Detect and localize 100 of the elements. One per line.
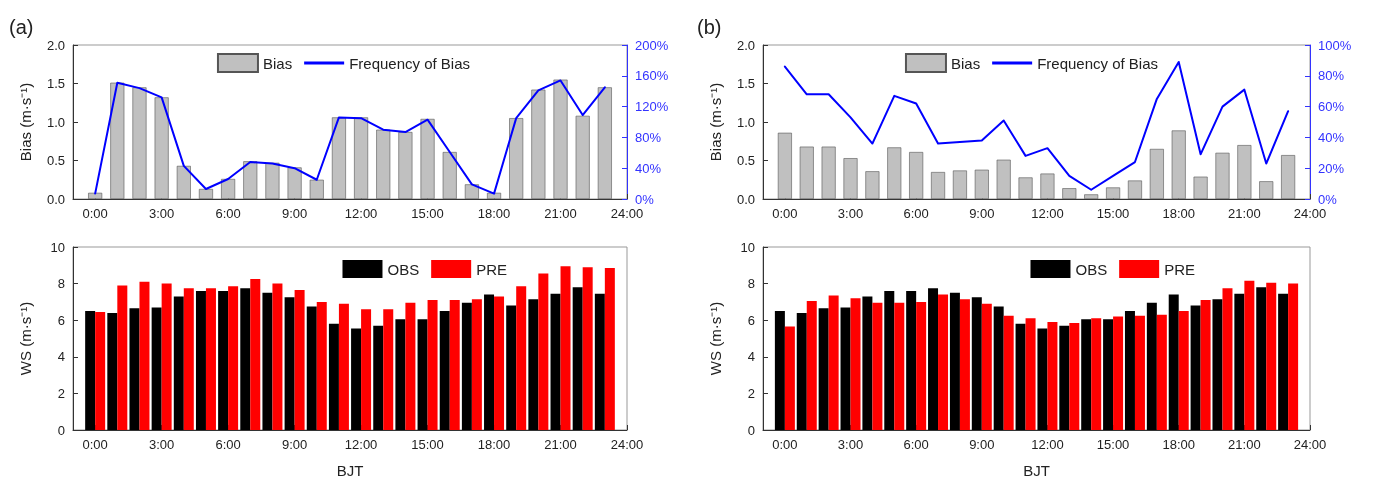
- bar: [494, 296, 505, 430]
- y-tick-label: 0.5: [736, 153, 755, 168]
- bar: [151, 307, 162, 430]
- bar: [129, 308, 140, 430]
- bar: [865, 171, 880, 199]
- bar: [887, 147, 902, 199]
- bar: [1134, 315, 1145, 430]
- bar: [240, 288, 251, 430]
- bar: [284, 297, 295, 430]
- y-tick-label: 1.5: [736, 76, 755, 91]
- y-tick-label: 10: [50, 239, 65, 255]
- y2-tick-label: 40%: [635, 160, 662, 176]
- legend-label: Bias: [262, 54, 293, 72]
- line-series: [94, 79, 606, 195]
- bar: [405, 302, 416, 430]
- x-tick-label: 6:00: [215, 437, 241, 452]
- bar: [572, 287, 583, 430]
- y2-tick-label: 80%: [635, 129, 662, 145]
- x-tick-label: 0:00: [772, 206, 798, 221]
- bar: [996, 159, 1011, 199]
- bar: [205, 288, 216, 430]
- bar: [894, 302, 905, 430]
- legend-label: PRE: [476, 260, 507, 278]
- bar: [594, 293, 605, 430]
- y2-tick-label: 40%: [1318, 129, 1345, 145]
- x-tick-label: 12:00: [344, 437, 378, 452]
- x-axis-title: BJT: [336, 462, 364, 479]
- bar: [550, 293, 561, 430]
- bar: [1084, 194, 1099, 199]
- x-tick-label: 6:00: [903, 206, 929, 221]
- y2-tick-label: 100%: [1318, 37, 1352, 53]
- y-tick-label: 1.0: [46, 114, 65, 130]
- bar: [439, 311, 450, 430]
- bar: [228, 286, 239, 430]
- bar: [250, 279, 261, 430]
- x-tick-label: 6:00: [903, 437, 929, 452]
- x-tick-label: 9:00: [969, 437, 995, 452]
- bar: [471, 299, 482, 430]
- bar: [1062, 188, 1077, 199]
- bar: [88, 192, 103, 199]
- bar: [1040, 173, 1055, 199]
- bar: [1178, 311, 1189, 430]
- y-tick-label: 1.5: [46, 76, 65, 91]
- bar: [376, 129, 391, 199]
- bar: [582, 267, 593, 430]
- bar: [949, 292, 960, 430]
- bar: [1146, 302, 1157, 430]
- y2-tick-label: 80%: [1318, 68, 1345, 84]
- y-tick-label: 4: [57, 349, 65, 365]
- bar: [604, 268, 615, 430]
- bar: [884, 290, 895, 430]
- x-tick-label: 0:00: [82, 437, 108, 452]
- x-tick-label: 3:00: [837, 437, 864, 452]
- x-tick-label: 18:00: [477, 206, 511, 221]
- x-tick-label: 18:00: [477, 437, 511, 452]
- bar: [516, 286, 527, 430]
- x-tick-label: 24:00: [610, 206, 644, 221]
- bar: [928, 288, 939, 430]
- bar: [484, 294, 495, 430]
- bar: [531, 89, 546, 199]
- bar: [1212, 299, 1223, 430]
- bar: [509, 118, 524, 199]
- bar: [198, 188, 213, 199]
- bar: [420, 118, 435, 199]
- bar: [528, 299, 539, 430]
- bar: [843, 158, 858, 199]
- bar: [799, 146, 814, 199]
- legend-label: Bias: [950, 54, 981, 72]
- y-tick-label: 6: [57, 312, 65, 328]
- bar: [173, 296, 184, 430]
- x-tick-label: 24:00: [1293, 206, 1327, 221]
- y-tick-label: 8: [747, 276, 755, 292]
- bar: [1127, 180, 1142, 199]
- bar: [161, 283, 172, 430]
- x-tick-label: 15:00: [411, 206, 444, 221]
- chart-title: (a): [9, 16, 34, 38]
- bar: [427, 300, 438, 430]
- y-tick-label: 2: [747, 385, 755, 401]
- bar: [262, 292, 273, 430]
- bar: [95, 311, 106, 430]
- bar: [309, 179, 324, 199]
- bar: [139, 281, 150, 430]
- y2-tick-label: 0%: [635, 191, 655, 207]
- bar: [796, 312, 807, 430]
- bar: [916, 301, 927, 430]
- bar: [221, 178, 236, 199]
- x-tick-label: 9:00: [281, 437, 308, 452]
- line-series: [783, 60, 1290, 191]
- bar: [821, 146, 836, 199]
- bar: [328, 323, 339, 430]
- x-tick-label: 6:00: [215, 206, 241, 221]
- bar: [1278, 293, 1289, 430]
- x-tick-label: 0:00: [772, 437, 798, 452]
- bar: [1288, 283, 1299, 430]
- bar: [575, 115, 590, 199]
- x-tick-label: 12:00: [1031, 206, 1064, 221]
- bar: [398, 132, 413, 199]
- bar: [1015, 323, 1026, 430]
- bar: [395, 319, 406, 430]
- bar: [993, 306, 1004, 430]
